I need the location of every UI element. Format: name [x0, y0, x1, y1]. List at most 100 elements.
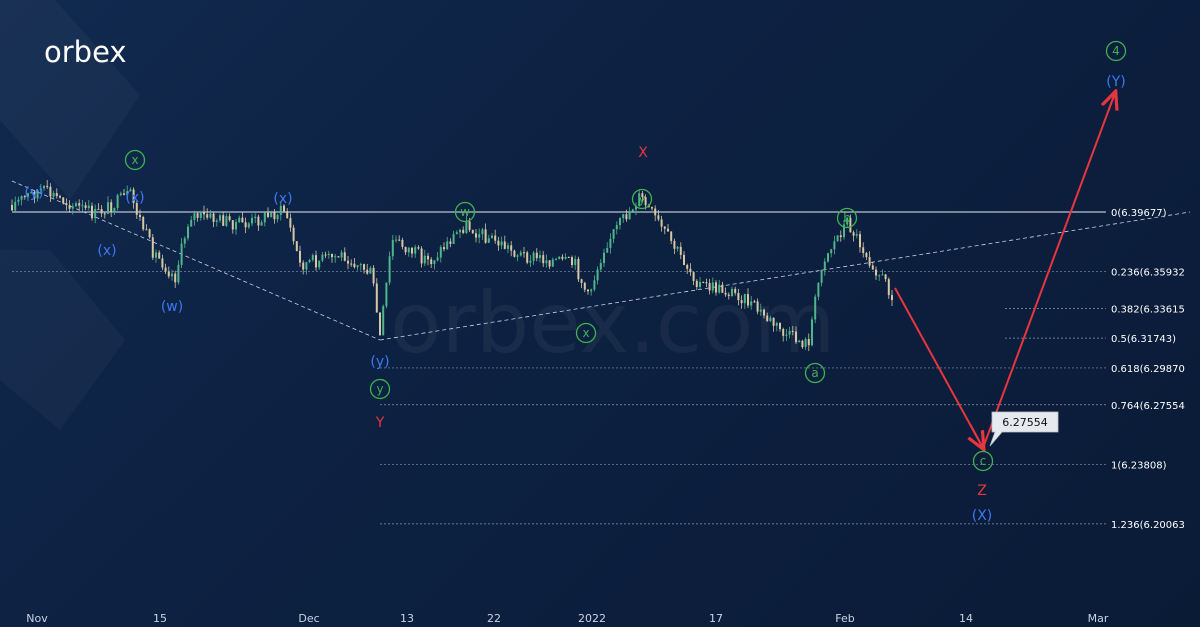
wave-label-ring — [836, 207, 858, 229]
candle-body — [692, 272, 695, 281]
candle-body — [135, 202, 138, 215]
x-tick-label: Nov — [26, 612, 48, 625]
candle-body — [635, 206, 637, 210]
candle-body — [852, 232, 855, 236]
candle-body — [753, 301, 756, 303]
candle-body — [859, 234, 861, 248]
candle-body — [855, 234, 858, 236]
candle-body — [625, 214, 628, 220]
candle-body — [267, 212, 269, 217]
candle-body — [411, 247, 413, 254]
candle-body — [695, 280, 698, 287]
candle-body — [657, 215, 660, 220]
candle-body — [113, 208, 116, 213]
candle-body — [436, 257, 439, 261]
candle-body — [273, 212, 276, 220]
candle-body — [663, 226, 666, 229]
candle-body — [875, 269, 877, 276]
candle-body — [391, 239, 394, 257]
candle-body — [580, 279, 583, 283]
candle-body — [417, 247, 420, 249]
candle-body — [811, 319, 813, 346]
candle-body — [884, 274, 887, 280]
candle-body — [283, 205, 285, 212]
candle-body — [865, 252, 868, 258]
price-tag: 6.27554 — [989, 411, 1059, 447]
candle-body — [27, 193, 29, 197]
candle-body — [375, 283, 378, 313]
candle-body — [123, 193, 125, 195]
fib-label-0.236: 0.236(6.35932 — [1111, 268, 1185, 279]
candle-body — [439, 247, 442, 258]
candle-body — [84, 205, 87, 209]
candle-body — [628, 211, 631, 220]
forecast-arrows — [894, 93, 1115, 448]
price-tag-value: 6.27554 — [1002, 416, 1048, 429]
candle-body — [609, 238, 612, 248]
wave-label-ring — [1105, 40, 1127, 62]
candle-body — [868, 257, 871, 266]
candle-body — [839, 235, 842, 238]
candle-body — [641, 193, 644, 198]
forecast-arrow-up-head — [1108, 93, 1115, 113]
candle-body — [295, 241, 298, 251]
fib-label-0.5: 0.5(6.31743) — [1111, 334, 1176, 345]
candle-body — [321, 254, 324, 261]
candle-body — [20, 196, 23, 200]
candle-body — [612, 229, 615, 239]
candle-body — [523, 252, 525, 254]
candle-body — [644, 197, 647, 206]
candle-body — [270, 212, 273, 217]
candle-body — [231, 220, 234, 230]
x-tick-label: 22 — [487, 612, 501, 625]
candle-body — [180, 243, 183, 265]
candle-body — [222, 215, 225, 226]
candle-body — [33, 191, 36, 199]
candle-body — [107, 202, 109, 214]
wave-label-ring — [369, 378, 391, 400]
candle-body — [110, 202, 113, 213]
candle-body — [308, 259, 311, 263]
candle-body — [206, 214, 209, 218]
candle-body — [366, 269, 369, 274]
candle-body — [251, 217, 253, 224]
candle-body — [583, 282, 586, 290]
candle-body — [65, 203, 68, 206]
candle-body — [62, 197, 65, 204]
candle-body — [71, 206, 74, 209]
candle-body — [142, 217, 145, 230]
candle-body — [279, 205, 282, 215]
candle-body — [177, 264, 180, 283]
wave-label-ring — [454, 201, 476, 223]
candle-body — [619, 218, 621, 226]
candle-body — [68, 205, 71, 209]
candle-body — [593, 280, 596, 290]
candle-body — [887, 279, 890, 296]
candle-body — [369, 267, 372, 274]
candle-body — [455, 232, 458, 235]
candle-body — [43, 186, 45, 189]
candle-body — [772, 317, 775, 326]
candle-body — [539, 255, 541, 259]
candle-body — [30, 191, 33, 194]
candle-body — [564, 257, 567, 259]
wave-label-green: x — [582, 326, 589, 340]
candle-body — [759, 309, 762, 312]
candle-body — [494, 235, 497, 241]
candle-body — [139, 214, 141, 218]
fib-label-0.764: 0.764(6.27554 — [1111, 401, 1185, 412]
candle-body — [276, 214, 279, 220]
candle-body — [78, 203, 81, 206]
candle-body — [724, 292, 727, 295]
candle-body — [334, 256, 337, 258]
price-tag-box — [989, 411, 1059, 447]
candle-body — [119, 193, 122, 196]
x-tick-label: 14 — [959, 612, 973, 625]
candle-body — [737, 292, 740, 301]
candle-body — [814, 296, 817, 320]
candle-body — [481, 229, 484, 235]
candle-body — [228, 216, 231, 221]
candle-body — [881, 274, 884, 276]
candle-body — [372, 267, 375, 284]
candle-body — [215, 220, 218, 222]
